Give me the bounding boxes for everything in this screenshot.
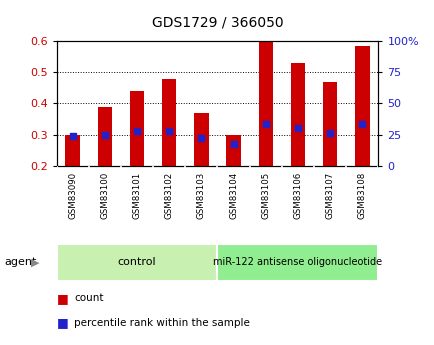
Bar bbox=[226, 135, 240, 166]
Bar bbox=[56, 244, 217, 281]
Bar bbox=[129, 91, 144, 166]
Bar bbox=[258, 41, 273, 166]
Text: GSM83101: GSM83101 bbox=[132, 172, 141, 219]
Text: GSM83103: GSM83103 bbox=[197, 172, 205, 219]
Text: count: count bbox=[74, 294, 103, 303]
Text: GSM83105: GSM83105 bbox=[261, 172, 270, 219]
Text: percentile rank within the sample: percentile rank within the sample bbox=[74, 318, 249, 327]
Point bbox=[326, 130, 333, 136]
Point bbox=[358, 121, 365, 126]
Text: GSM83090: GSM83090 bbox=[68, 172, 77, 219]
Point bbox=[262, 121, 269, 126]
Bar bbox=[290, 63, 305, 166]
Text: GSM83102: GSM83102 bbox=[164, 172, 173, 219]
Point bbox=[69, 133, 76, 139]
Point bbox=[294, 126, 301, 131]
Text: GSM83108: GSM83108 bbox=[357, 172, 366, 219]
Text: agent: agent bbox=[4, 257, 36, 267]
Bar bbox=[322, 82, 337, 166]
Text: GSM83100: GSM83100 bbox=[100, 172, 109, 219]
Text: ■: ■ bbox=[56, 316, 68, 329]
Bar bbox=[65, 135, 80, 166]
Point bbox=[230, 141, 237, 147]
Bar bbox=[97, 107, 112, 166]
Text: GSM83107: GSM83107 bbox=[325, 172, 334, 219]
Text: GSM83106: GSM83106 bbox=[293, 172, 302, 219]
Point bbox=[165, 129, 172, 134]
Bar bbox=[194, 113, 208, 166]
Bar bbox=[161, 79, 176, 166]
Point bbox=[197, 135, 204, 140]
Text: GDS1729 / 366050: GDS1729 / 366050 bbox=[151, 16, 283, 29]
Bar bbox=[217, 244, 378, 281]
Text: ▶: ▶ bbox=[31, 257, 40, 267]
Bar bbox=[354, 46, 369, 166]
Point bbox=[133, 129, 140, 134]
Text: control: control bbox=[118, 257, 156, 267]
Text: GSM83104: GSM83104 bbox=[229, 172, 237, 219]
Point bbox=[101, 132, 108, 137]
Text: miR-122 antisense oligonucleotide: miR-122 antisense oligonucleotide bbox=[213, 257, 381, 267]
Text: ■: ■ bbox=[56, 292, 68, 305]
